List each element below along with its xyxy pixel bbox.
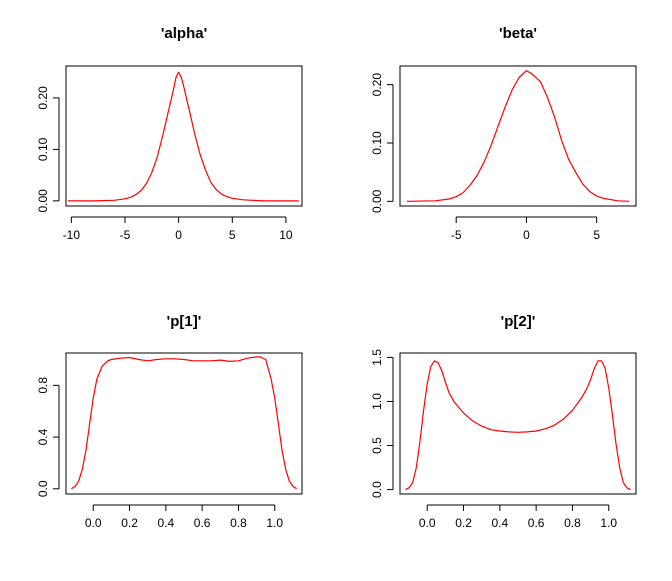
x-tick-label: 0.2 [455, 516, 472, 530]
x-tick-label: 0.6 [528, 516, 545, 530]
x-tick-label: 5 [229, 228, 236, 242]
chart-title: 'alpha' [161, 25, 207, 42]
x-tick-label: 0.4 [492, 516, 509, 530]
x-tick-label: 0.2 [121, 516, 138, 530]
x-tick-label: 0.0 [85, 516, 102, 530]
y-tick-label: 0.20 [370, 73, 384, 97]
chart-panel-2: 'beta' -5 0 5 0.00 0.10 0.20 [370, 25, 637, 242]
x-tick-label: -5 [120, 228, 131, 242]
y-tick-label: 0.5 [370, 437, 384, 454]
x-tick-label: 1.0 [266, 516, 283, 530]
y-tick-label: 0.20 [36, 86, 50, 110]
chart-title: 'p[1]' [167, 313, 202, 330]
x-tick-label: 10 [279, 228, 293, 242]
y-tick-label: 0.10 [36, 137, 50, 161]
y-tick-label: 1.5 [370, 349, 384, 366]
density-curve [406, 70, 630, 202]
y-tick-label: 0.0 [36, 480, 50, 497]
y-tick-label: 0.00 [36, 189, 50, 213]
x-tick-label: 0.6 [194, 516, 211, 530]
x-tick-label: 0.0 [419, 516, 436, 530]
chart-title: 'beta' [499, 25, 537, 42]
y-tick-label: 0.8 [36, 377, 50, 394]
x-tick-label: -5 [451, 228, 462, 242]
x-tick-label: 0.8 [230, 516, 247, 530]
y-tick-label: 0.00 [370, 189, 384, 213]
x-tick-label: 0 [523, 228, 530, 242]
chart-title: 'p[2]' [501, 313, 536, 330]
density-curve [71, 356, 297, 490]
plot-frame [65, 65, 303, 207]
x-tick-label: 0.4 [158, 516, 175, 530]
density-curve [405, 360, 631, 491]
plot-frame [65, 352, 303, 495]
chart-panel-4: 'p[2]' 0.0 0.2 0.4 0.6 0.8 1.0 0.0 0.5 1.0 1.5 [370, 313, 637, 530]
plot-frame [399, 352, 637, 495]
x-tick-label: 0.8 [564, 516, 581, 530]
chart-panel-3: 'p[1]' 0.0 0.2 0.4 0.6 0.8 1.0 0.0 0.4 0.8 [36, 313, 303, 530]
plot-frame [399, 65, 637, 207]
x-tick-label: -10 [63, 228, 81, 242]
y-tick-label: 0.0 [370, 481, 384, 498]
x-tick-label: 0 [175, 228, 182, 242]
density-curve [68, 71, 299, 202]
chart-panel-1: 'alpha' -10 -5 0 5 10 0.00 0.10 0.20 [36, 25, 303, 242]
y-tick-label: 0.10 [370, 131, 384, 155]
y-tick-label: 0.4 [36, 428, 50, 445]
y-tick-label: 1.0 [370, 393, 384, 410]
x-tick-label: 1.0 [600, 516, 617, 530]
x-tick-label: 5 [593, 228, 600, 242]
